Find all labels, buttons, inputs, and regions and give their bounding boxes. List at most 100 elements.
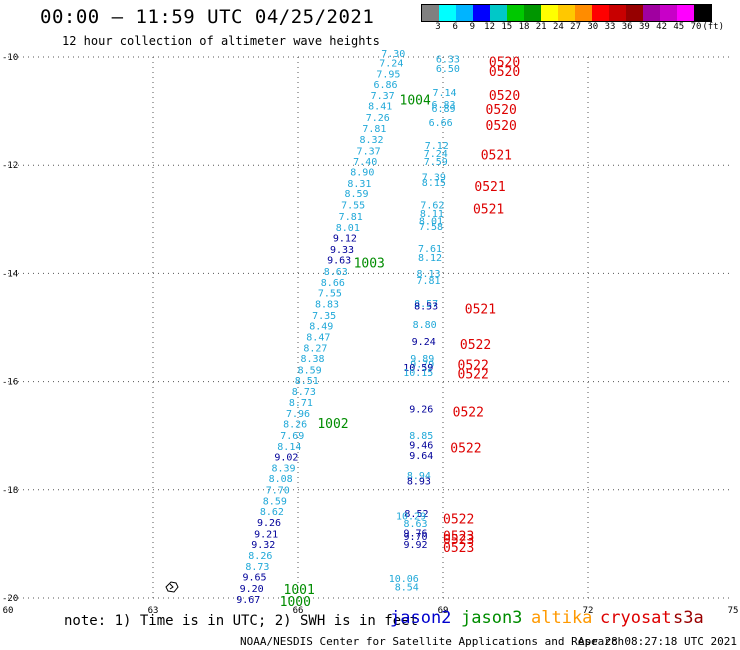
legend-swatch <box>507 5 524 21</box>
x-tick-label: 60 <box>3 606 14 616</box>
legend-label: 6 <box>452 22 458 32</box>
pass-time-label: 0522 <box>443 513 474 528</box>
wave-height-label: 9.92 <box>403 540 427 551</box>
legend-swatch <box>694 5 711 21</box>
wave-height-label: 6.86 <box>373 80 397 91</box>
wave-height-label: 8.73 <box>292 387 316 398</box>
wave-height-label: 8.85 <box>409 431 433 442</box>
wave-height-label: 10.59 <box>403 363 433 374</box>
satellite-jason3: jason3 <box>461 608 523 628</box>
wave-height-label: 7.39 <box>422 172 446 183</box>
wave-height-label: 9.21 <box>254 529 278 540</box>
legend-label: 21 <box>535 22 547 32</box>
wave-height-label: 7.81 <box>362 124 386 135</box>
wave-height-label: 9.70 <box>403 532 427 543</box>
color-scale-legend <box>421 4 712 22</box>
wave-height-label: 7.96 <box>286 409 310 420</box>
wave-height-label: 10.06 <box>389 574 419 585</box>
wave-height-label: 8.51 <box>295 376 319 387</box>
wave-height-label: 8.11 <box>420 209 444 220</box>
pass-time-label: 1004 <box>400 93 431 108</box>
pass-time-label: 0521 <box>473 203 504 218</box>
legend-label: 36 <box>621 22 633 32</box>
legend-swatch <box>473 5 490 21</box>
pass-time-label: 1000 <box>280 595 311 610</box>
y-tick-label: -10 <box>2 53 18 63</box>
wave-height-label: 7.40 <box>353 157 377 168</box>
wave-height-label: 9.64 <box>409 451 433 462</box>
legend-swatch <box>609 5 626 21</box>
wave-height-label: 8.90 <box>350 167 374 178</box>
legend-label: 12 <box>484 22 496 32</box>
y-tick-label: -18 <box>2 486 18 496</box>
legend-label: 27 <box>570 22 582 32</box>
wave-height-label: 8.63 <box>324 267 348 278</box>
wave-height-label: 8.63 <box>403 519 427 530</box>
legend-swatch <box>575 5 592 21</box>
wave-height-label: 8.15 <box>422 178 446 189</box>
wave-height-label: 7.55 <box>318 289 342 300</box>
legend-swatch <box>422 5 439 21</box>
pass-time-label: 0520 <box>489 55 520 70</box>
wave-height-label: 8.59 <box>298 365 322 376</box>
x-tick-label: 69 <box>438 606 449 616</box>
wave-height-label: 7.24 <box>379 59 403 70</box>
wave-height-label: 8.01 <box>419 217 443 228</box>
legend-swatch <box>660 5 677 21</box>
pass-time-label: 0522 <box>453 405 484 420</box>
pass-time-label: 1001 <box>284 583 315 598</box>
legend-swatch <box>456 5 473 21</box>
wave-height-label: 9.63 <box>327 256 351 267</box>
x-tick-label: 75 <box>728 606 739 616</box>
wave-height-label: 8.13 <box>416 269 440 280</box>
wave-height-label: 7.14 <box>432 88 456 99</box>
wave-height-label: 7.24 <box>424 149 448 160</box>
pass-time-label: 0522 <box>460 338 491 353</box>
wave-height-label: 6.89 <box>431 104 455 115</box>
color-scale-labels: 3 6 9 12 15 18 21 24 27 30 33 36 39 42 45 70 (ft) <box>421 22 740 36</box>
wave-height-label: 8.73 <box>245 562 269 573</box>
wave-height-label: 8.47 <box>306 332 330 343</box>
pass-time-label: 0521 <box>465 303 496 318</box>
pass-time-label: 0520 <box>489 65 520 80</box>
wave-height-label: 9.79 <box>410 360 434 371</box>
pass-time-label: 0523 <box>443 533 474 548</box>
credit-text: NOAA/NESDIS Center for Satellite Applica… <box>240 635 625 648</box>
satellite-cryosat: cryosat <box>600 608 672 628</box>
wave-height-label: 8.31 <box>347 179 371 190</box>
wave-height-label: 9.32 <box>251 540 275 551</box>
wave-height-label: 9.20 <box>240 584 264 595</box>
wave-height-label: 8.26 <box>283 420 307 431</box>
wave-height-label: 8.27 <box>303 343 327 354</box>
legend-swatch <box>524 5 541 21</box>
legend-label: 45 <box>673 22 685 32</box>
wave-height-label: 9.67 <box>236 595 260 606</box>
x-tick-label: 72 <box>583 606 594 616</box>
wave-height-label: 7.61 <box>418 244 442 255</box>
page-title: 00:00 – 11:59 UTC 04/25/2021 <box>40 6 375 28</box>
wave-height-label: 9.24 <box>412 337 436 348</box>
satellite-s3a: s3a <box>673 608 704 628</box>
wave-height-label: 6.50 <box>436 64 460 75</box>
legend-label: 15 <box>501 22 513 32</box>
y-tick-label: -20 <box>2 594 18 604</box>
legend-label: (ft) <box>702 22 725 32</box>
wave-height-label: 8.38 <box>300 354 324 365</box>
legend-swatch <box>558 5 575 21</box>
wave-height-label: 8.39 <box>271 463 295 474</box>
wave-height-label: 8.26 <box>248 551 272 562</box>
wave-height-label: 10.29 <box>396 512 426 523</box>
wave-height-label: 9.12 <box>333 233 357 244</box>
wave-height-label: 9.33 <box>330 245 354 256</box>
pass-time-label: 0522 <box>458 368 489 383</box>
legend-label: 3 <box>435 22 441 32</box>
legend-label: 70 <box>690 22 702 32</box>
legend-label: 18 <box>518 22 530 32</box>
pass-time-label: 0520 <box>489 89 520 104</box>
wave-height-label: 9.26 <box>257 518 281 529</box>
legend-label: 39 <box>638 22 650 32</box>
wave-height-label: 9.02 <box>274 453 298 464</box>
wave-height-label: 8.53 <box>414 302 438 313</box>
note-text: note: 1) Time is in UTC; 2) SWH is in fe… <box>64 613 419 629</box>
